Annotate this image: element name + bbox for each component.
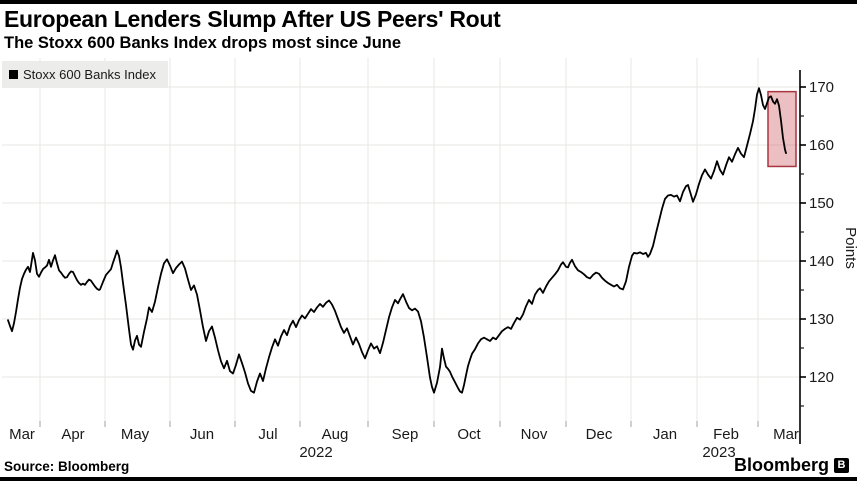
page-title: European Lenders Slump After US Peers' R… [4, 6, 501, 32]
y-tick-label: 150 [809, 195, 834, 212]
x-tick-label: Sep [392, 426, 419, 443]
bloomberg-terminal-icon: B [834, 458, 849, 473]
y-tick-label: 130 [809, 311, 834, 328]
x-tick-label: Apr [61, 426, 84, 443]
y-axis-title: Points [842, 227, 857, 269]
x-tick-label: Mar [9, 426, 35, 443]
x-tick-label: Dec [586, 426, 613, 443]
y-tick-label: 170 [809, 79, 834, 96]
source-credit: Source: Bloomberg [4, 459, 130, 474]
series-line [7, 87, 787, 394]
legend-chip: Stoxx 600 Banks Index [2, 61, 168, 88]
x-tick-label: Jun [190, 426, 214, 443]
y-tick-label: 160 [809, 137, 834, 154]
bloomberg-wordmark: Bloomberg [733, 455, 829, 475]
x-tick-label: May [121, 426, 150, 443]
x-tick-label: Jan [653, 426, 677, 443]
x-tick-label: Feb [713, 426, 739, 443]
year-label: 2022 [299, 444, 332, 461]
x-tick-label: Oct [457, 426, 481, 443]
page-subtitle: The Stoxx 600 Banks Index drops most sin… [4, 34, 402, 52]
x-tick-label: Mar [773, 426, 799, 443]
y-tick-label: 120 [809, 369, 834, 386]
bloomberg-logo: Bloomberg B [734, 455, 849, 476]
x-tick-label: Jul [258, 426, 277, 443]
legend-swatch-icon [9, 70, 18, 79]
bottom-border-bar [0, 477, 857, 481]
year-label: 2023 [702, 444, 735, 461]
x-tick-label: Aug [322, 426, 349, 443]
x-tick-label: Nov [521, 426, 548, 443]
legend-label: Stoxx 600 Banks Index [23, 67, 156, 82]
y-tick-label: 140 [809, 253, 834, 270]
top-border-bar [0, 0, 857, 4]
